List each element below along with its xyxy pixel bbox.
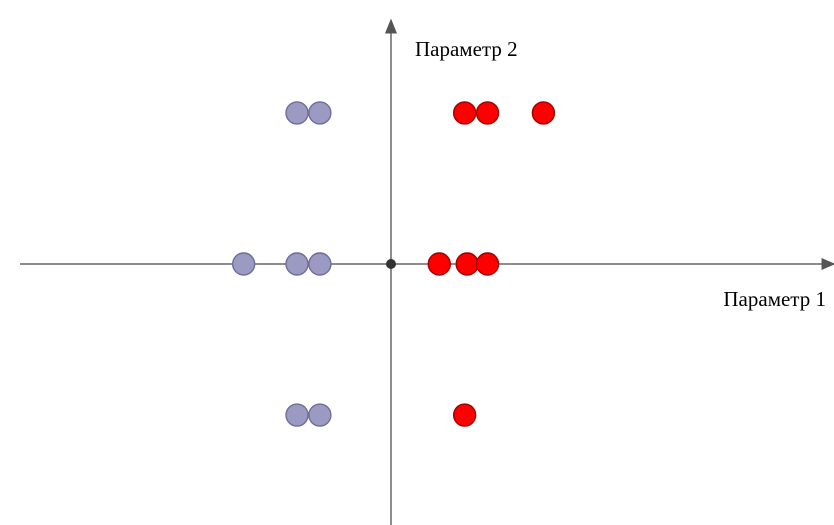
data-point-s1-2: [308, 101, 332, 125]
y-axis-arrow: [385, 18, 397, 34]
data-point-s1-6: [285, 403, 309, 427]
data-point-s2-5: [455, 252, 479, 276]
data-point-s2-4: [427, 252, 451, 276]
data-points: [231, 101, 556, 427]
data-point-s1-5: [308, 252, 332, 276]
data-point-s1-4: [285, 252, 309, 276]
data-point-s1-1: [285, 101, 309, 125]
data-point-s2-6: [475, 252, 500, 276]
data-point-s2-3: [531, 101, 556, 125]
data-point-s1-7: [308, 403, 332, 427]
x-axis-arrow: [821, 258, 834, 270]
y-axis-label: Параметр 2: [415, 37, 518, 61]
origin-marker: [386, 259, 396, 269]
data-point-s2-2: [475, 101, 500, 125]
data-point-s1-3: [231, 252, 256, 276]
data-point-s2-1: [452, 101, 477, 125]
data-point-s2-7: [452, 403, 477, 427]
x-axis-label: Параметр 1: [723, 287, 826, 311]
